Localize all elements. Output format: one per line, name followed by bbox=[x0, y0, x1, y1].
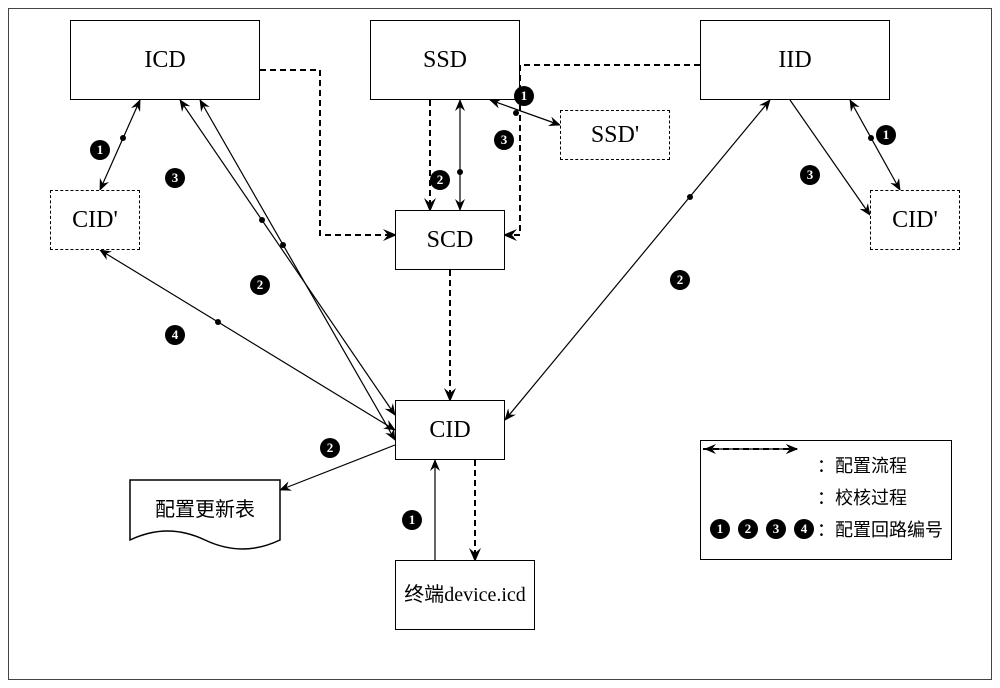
node-SSD: SSD bbox=[370, 20, 520, 100]
badge-2: 2 bbox=[320, 438, 340, 458]
badge-2: 2 bbox=[250, 275, 270, 295]
badge-3: 3 bbox=[165, 168, 185, 188]
legend-label: ：校核过程 bbox=[817, 484, 907, 510]
legend-label: ：配置回路编号 bbox=[817, 516, 943, 542]
legend-row: 1234：配置回路编号 bbox=[707, 513, 945, 545]
badge-2: 2 bbox=[670, 270, 690, 290]
badge-1: 1 bbox=[876, 125, 896, 145]
node-IID: IID bbox=[700, 20, 890, 100]
node-update: 配置更新表 bbox=[130, 480, 280, 540]
badge-4: 4 bbox=[165, 325, 185, 345]
node-CIDp1: CID' bbox=[50, 190, 140, 250]
node-SSDp: SSD' bbox=[560, 110, 670, 160]
node-SCD: SCD bbox=[395, 210, 505, 270]
badge-3: 3 bbox=[494, 130, 514, 150]
node-device: 终端device.icd bbox=[395, 560, 535, 630]
legend: ：配置流程 ：校核过程 1234：配置回路编号 bbox=[700, 440, 952, 560]
badge-1: 1 bbox=[514, 86, 534, 106]
legend-row: ：校核过程 bbox=[707, 481, 945, 513]
legend-label: ：配置流程 bbox=[817, 452, 907, 478]
badge-3: 3 bbox=[800, 165, 820, 185]
badge-2: 2 bbox=[430, 170, 450, 190]
badge-1: 1 bbox=[402, 510, 422, 530]
node-ICD: ICD bbox=[70, 20, 260, 100]
node-CID: CID bbox=[395, 400, 505, 460]
badge-1: 1 bbox=[90, 140, 110, 160]
node-CIDp2: CID' bbox=[870, 190, 960, 250]
